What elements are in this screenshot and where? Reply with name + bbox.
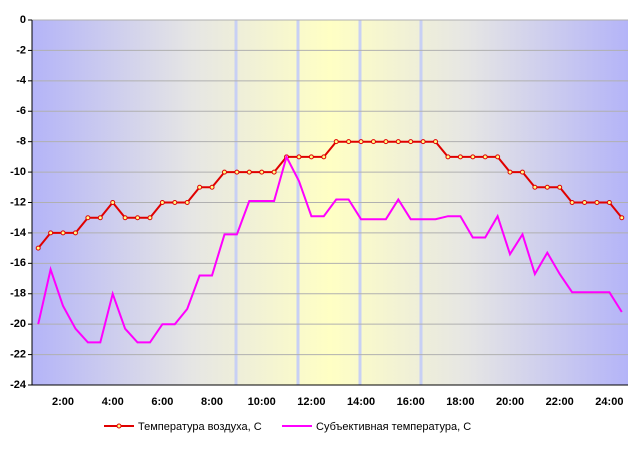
point xyxy=(159,200,165,205)
point xyxy=(48,230,54,236)
point xyxy=(308,154,314,160)
y-tick-label: -22 xyxy=(10,348,26,360)
point xyxy=(470,154,476,160)
point xyxy=(122,215,128,221)
point xyxy=(507,169,513,175)
y-tick-label: -14 xyxy=(10,227,27,239)
x-tick-label: 12:00 xyxy=(297,396,325,408)
x-tick-label: 6:00 xyxy=(151,396,173,408)
point xyxy=(445,154,451,160)
series-line xyxy=(37,154,623,344)
legend-label: Субъективная температура, С xyxy=(316,421,471,433)
legend-label: Температура воздуха, С xyxy=(138,421,262,433)
point xyxy=(544,184,550,190)
point xyxy=(234,169,240,175)
point xyxy=(60,230,66,236)
point xyxy=(569,200,575,205)
x-tick-label: 20:00 xyxy=(496,396,524,408)
point xyxy=(408,139,414,145)
y-tick-label: 0 xyxy=(20,14,26,26)
x-tick-label: 22:00 xyxy=(546,396,574,408)
point xyxy=(172,200,178,205)
legend-marker xyxy=(116,423,122,429)
point xyxy=(147,215,153,221)
point xyxy=(482,154,488,160)
point xyxy=(519,169,525,175)
point xyxy=(495,154,501,160)
point xyxy=(457,154,463,160)
y-tick-label: -8 xyxy=(16,136,26,148)
y-tick-label: -10 xyxy=(10,166,26,178)
point xyxy=(606,200,612,205)
y-tick-label: -4 xyxy=(16,75,27,87)
point xyxy=(97,215,103,221)
point xyxy=(370,139,376,145)
point xyxy=(221,169,227,175)
point xyxy=(358,139,364,145)
point xyxy=(271,169,277,175)
point xyxy=(383,139,389,145)
y-tick-label: -18 xyxy=(10,288,26,300)
x-tick-label: 18:00 xyxy=(446,396,474,408)
y-tick-label: -6 xyxy=(16,105,26,117)
point xyxy=(209,184,215,190)
point xyxy=(35,245,41,251)
x-tick-label: 14:00 xyxy=(347,396,375,408)
point xyxy=(259,169,265,175)
point xyxy=(246,169,252,175)
point xyxy=(420,139,426,145)
x-tick-label: 8:00 xyxy=(201,396,223,408)
y-tick-label: -24 xyxy=(10,379,27,391)
point xyxy=(532,184,538,190)
x-tick-label: 2:00 xyxy=(52,396,74,408)
y-tick-label: -16 xyxy=(10,257,26,269)
point xyxy=(557,184,563,190)
point xyxy=(296,154,302,160)
x-tick-label: 16:00 xyxy=(397,396,425,408)
point xyxy=(433,139,439,145)
point xyxy=(333,139,339,145)
point xyxy=(197,184,203,190)
point xyxy=(135,215,141,221)
y-tick-label: -20 xyxy=(10,318,26,330)
x-tick-label: 4:00 xyxy=(102,396,124,408)
point xyxy=(395,139,401,145)
y-tick-label: -12 xyxy=(10,196,26,208)
point xyxy=(619,215,625,221)
point xyxy=(184,200,190,205)
point xyxy=(582,200,588,205)
x-tick-label: 10:00 xyxy=(248,396,276,408)
point xyxy=(594,200,600,205)
point xyxy=(110,200,116,205)
point xyxy=(321,154,327,160)
point xyxy=(346,139,352,145)
x-tick-label: 24:00 xyxy=(595,396,623,408)
y-tick-label: -2 xyxy=(16,44,26,56)
point xyxy=(72,230,78,236)
point xyxy=(85,215,91,221)
